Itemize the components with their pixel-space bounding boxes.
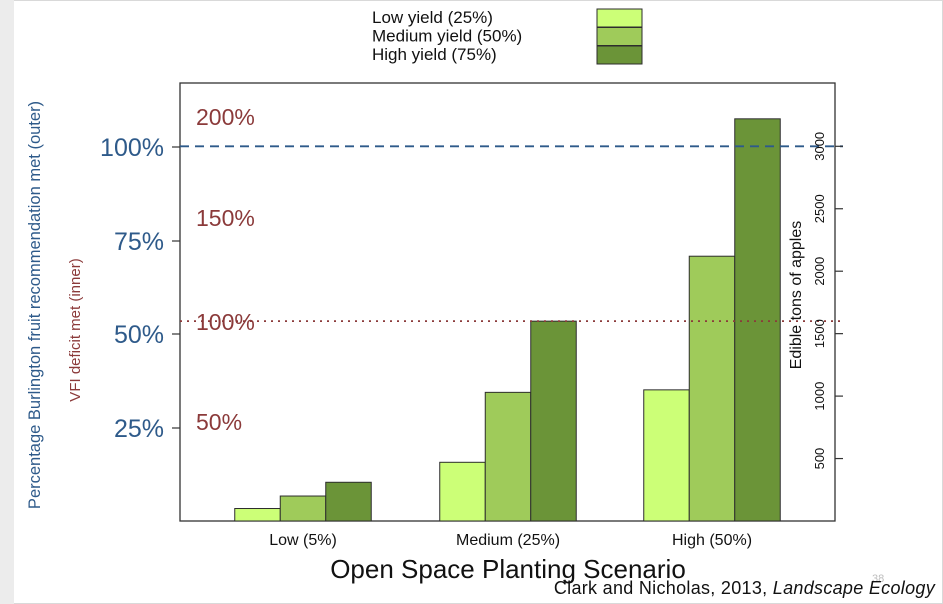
legend-swatch: [596, 27, 643, 46]
right-axis-title: Edible tons of apples: [788, 221, 805, 370]
left-inner-tick-label: 100%: [196, 309, 255, 335]
right-tick-label: 2000: [812, 257, 827, 286]
legend-label: High yield (75%): [372, 45, 497, 64]
x-tick-label: Medium (25%): [456, 532, 560, 549]
bar-2-2: [484, 391, 532, 522]
bar-1-3: [643, 389, 690, 522]
left-inner-axis-title: VFI deficit met (inner): [67, 258, 84, 401]
right-tick-label: 2500: [812, 194, 827, 223]
bar-1-2: [439, 461, 486, 522]
right-tick-label: 1000: [812, 382, 827, 411]
bar-3-1: [325, 481, 372, 522]
right-tick-label: 3000: [812, 132, 827, 161]
bar-1-1: [234, 508, 281, 522]
left-outer-tick-label: 75%: [114, 228, 164, 256]
citation: Clark and Nicholas, 2013, Landscape Ecol…: [554, 578, 935, 599]
x-axis-title: Open Space Planting Scenario: [330, 554, 686, 584]
left-inner-tick-label: 150%: [196, 205, 255, 231]
legend-swatch: [596, 45, 643, 65]
left-inner-tick-label: 50%: [196, 409, 242, 435]
bar-3-3: [734, 118, 781, 522]
bar-2-1: [279, 495, 327, 522]
bar-3-2: [530, 320, 577, 522]
left-outer-axis-title: Percentage Burlington fruit recommendati…: [26, 101, 44, 509]
right-tick-label: 500: [812, 448, 827, 470]
citation-journal: Landscape Ecology: [772, 578, 935, 598]
left-outer-tick-label: 100%: [100, 134, 164, 162]
left-outer-tick-label: 50%: [114, 321, 164, 349]
legend-label: Low yield (25%): [372, 8, 493, 27]
bar-2-3: [688, 255, 736, 522]
page-number: 38: [872, 573, 885, 585]
left-outer-tick-label: 25%: [114, 415, 164, 443]
slide-edge: [0, 0, 14, 604]
x-tick-label: High (50%): [672, 532, 752, 549]
right-tick-label: 1500: [812, 319, 827, 348]
left-inner-tick-label: 200%: [196, 104, 255, 130]
citation-authors: Clark and Nicholas, 2013,: [553, 578, 768, 598]
legend-label: Medium yield (50%): [372, 27, 522, 46]
legend-swatch: [596, 8, 643, 28]
x-tick-label: Low (5%): [269, 532, 337, 549]
